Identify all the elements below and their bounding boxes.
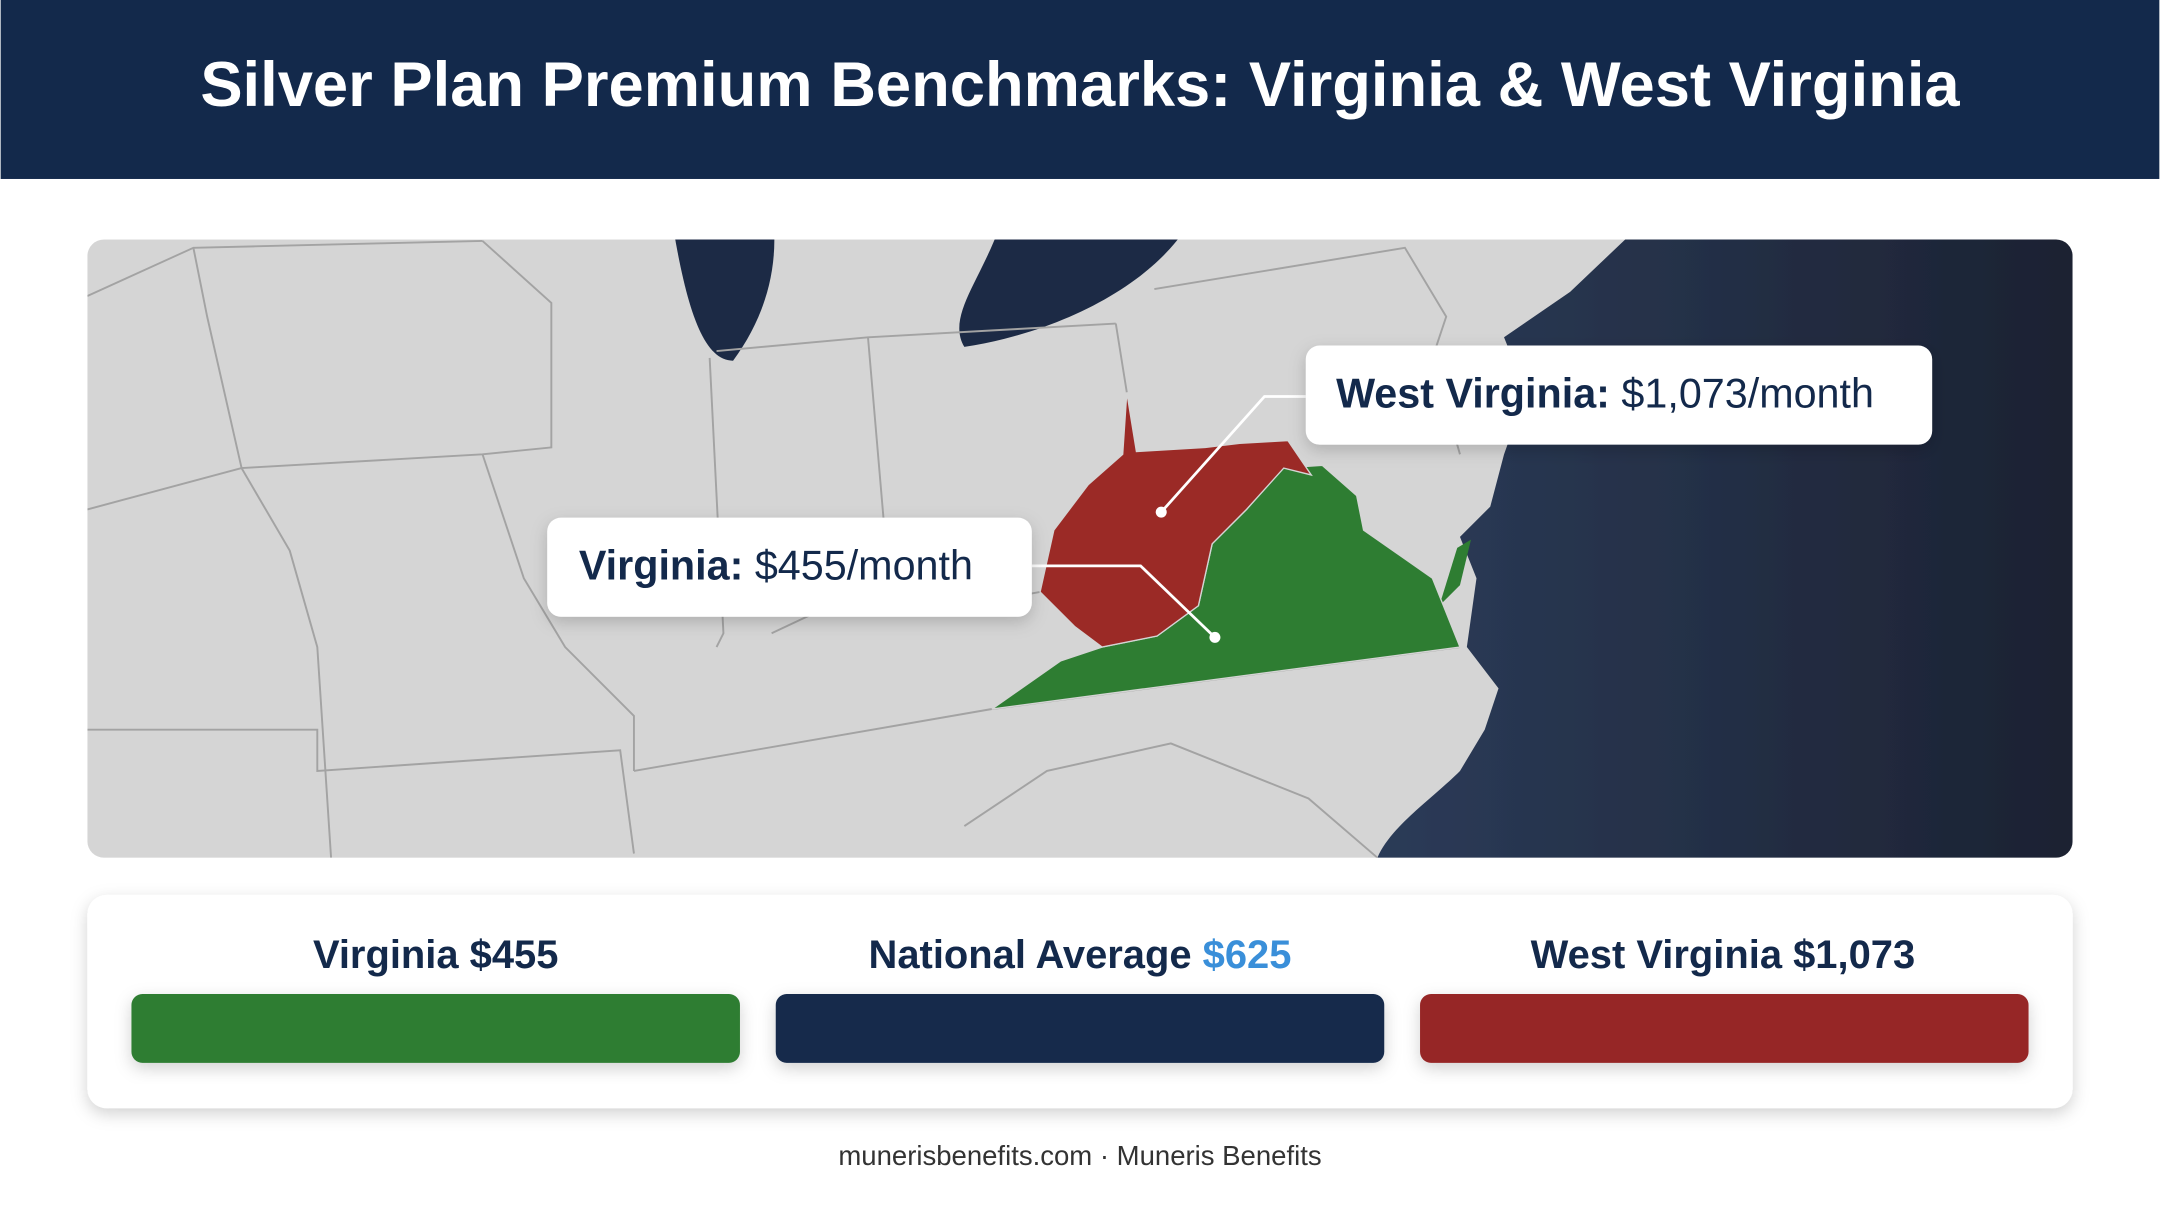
lake-michigan xyxy=(675,239,775,361)
leader-dot xyxy=(1155,506,1167,518)
legend-name: Virginia xyxy=(313,932,459,976)
callout-box xyxy=(547,517,1032,617)
legend-value: $1,073 xyxy=(1793,932,1915,976)
leader-line xyxy=(1031,564,1216,639)
legend-name: National Average xyxy=(869,932,1192,976)
callout-label: Virginia: xyxy=(579,542,743,588)
wv-callout: West Virginia: $1,073/month xyxy=(1155,345,1933,518)
state-line xyxy=(240,467,333,858)
callout-value: $1,073/month xyxy=(1621,370,1874,416)
va-callout: Virginia: $455/month xyxy=(547,517,1221,643)
map xyxy=(87,239,2073,858)
state-line xyxy=(87,728,635,854)
state-line xyxy=(87,239,483,511)
leader-dot xyxy=(1209,631,1221,643)
legend-value: $455 xyxy=(470,932,559,976)
header-bar xyxy=(0,0,2160,179)
callout-value: $455/month xyxy=(755,542,973,588)
footer: munerisbenefits.com · Muneris Benefits xyxy=(838,1140,1321,1171)
legend-bar xyxy=(131,993,740,1063)
west-virginia xyxy=(1039,392,1313,648)
legend-bar xyxy=(1420,993,2029,1063)
leader-line xyxy=(1160,395,1306,514)
title: Silver Plan Premium Benchmarks: Virginia… xyxy=(200,50,1960,120)
legend-label: West Virginia $1,073 xyxy=(1531,932,1916,976)
legend-label: National Average $625 xyxy=(869,932,1292,976)
legend-bar xyxy=(775,993,1385,1063)
callout-text: West Virginia: $1,073/month xyxy=(1336,370,1874,416)
state-line xyxy=(481,454,635,771)
legend-value: $625 xyxy=(1203,932,1292,976)
lake-huron xyxy=(959,239,1178,347)
callout-label: West Virginia: xyxy=(1336,370,1610,416)
legend-label: Virginia $455 xyxy=(313,932,559,976)
virginia-eastern-shore xyxy=(1439,539,1471,606)
callout-text: Virginia: $455/month xyxy=(579,542,973,588)
legend-name: West Virginia xyxy=(1531,932,1783,976)
state-line xyxy=(241,240,553,470)
callout-box xyxy=(1305,345,1933,445)
